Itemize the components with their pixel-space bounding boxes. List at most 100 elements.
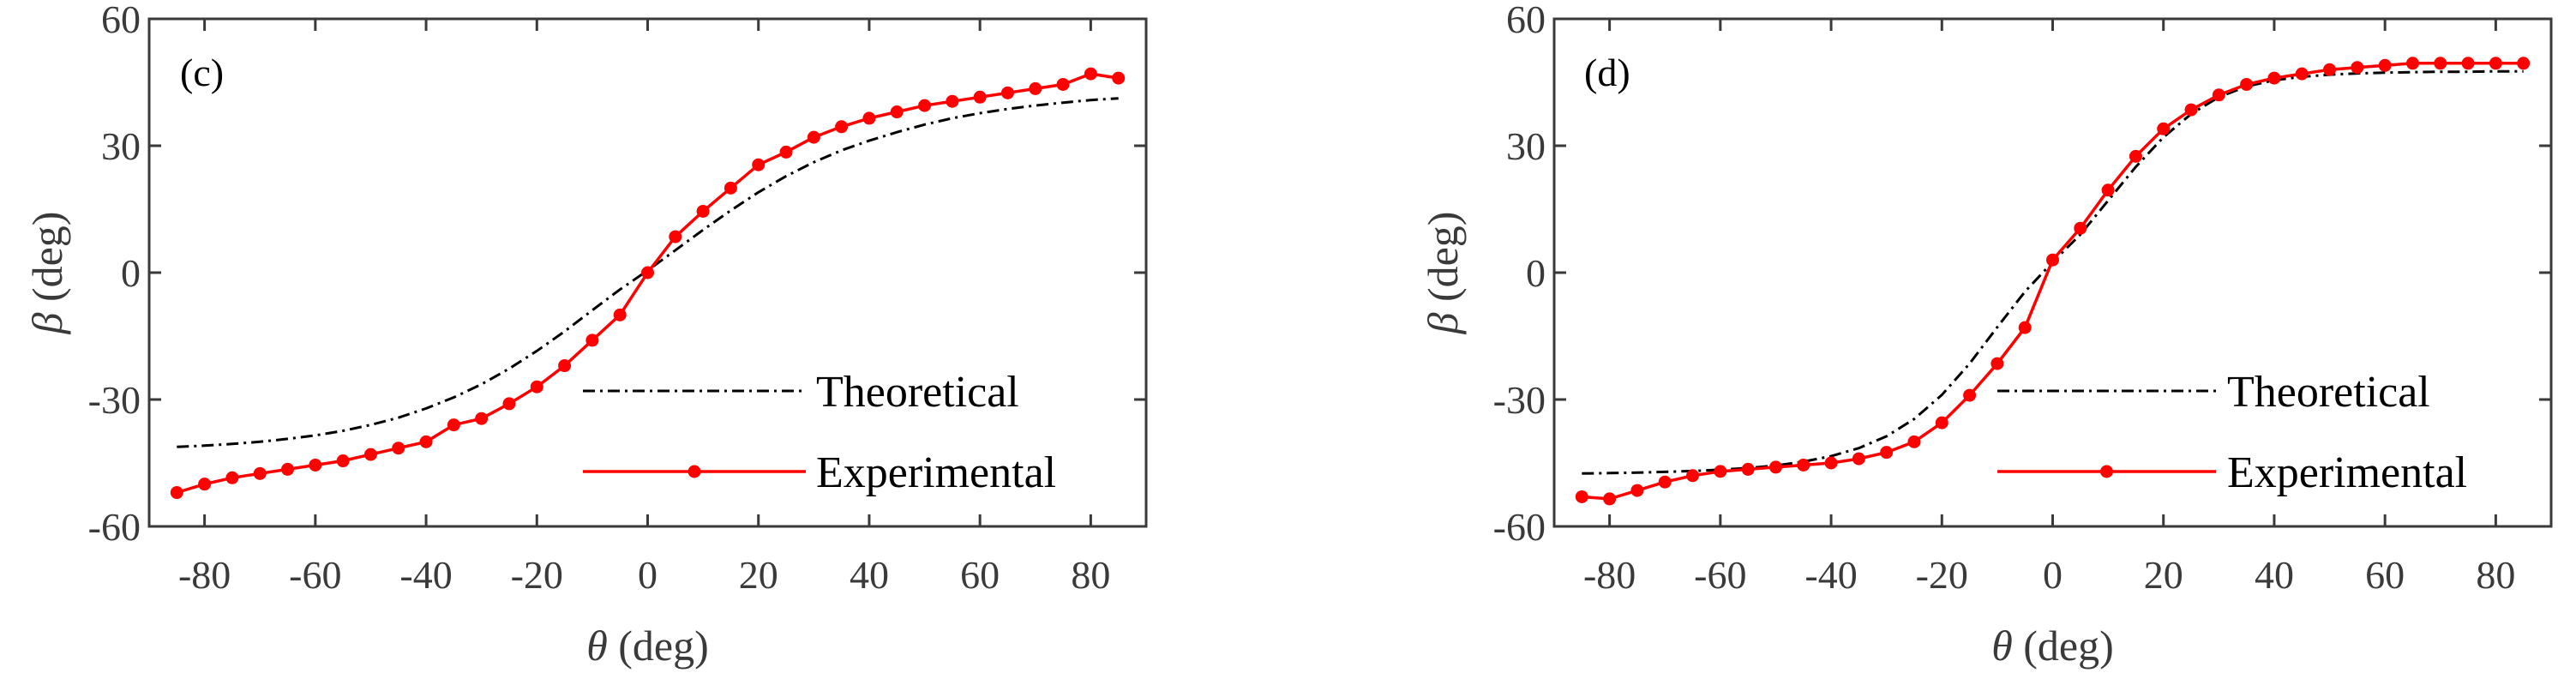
data-point [2018,321,2032,334]
data-point [1056,77,1070,91]
data-point [1797,458,1810,472]
data-point [225,471,239,484]
x-axis-label: θ (deg) [586,622,709,670]
data-point [918,99,932,112]
data-point [1000,86,1014,99]
x-tick-label: 60 [2365,553,2405,597]
data-point [1029,81,1042,95]
data-point [2267,71,2281,85]
y-tick-label: -30 [88,378,141,422]
data-point [2240,77,2254,91]
data-point [2046,253,2059,267]
data-point [2184,103,2198,117]
data-point [2074,221,2087,235]
y-axis-unit: (deg) [1419,212,1467,313]
data-point [946,94,959,108]
data-point [363,448,377,461]
data-point [558,359,572,373]
panel-label: (d) [1584,51,1630,94]
data-point [696,204,710,218]
data-point [862,111,876,125]
data-point [807,130,820,144]
x-tick-label: -20 [511,553,563,597]
legend-label-theoretical: Theoretical [2227,368,2430,417]
x-tick-label: -60 [1694,553,1746,597]
data-point [281,462,295,476]
data-point [447,418,460,432]
legend: Theoretical Experimental [583,368,1056,497]
data-point [1824,456,1838,470]
y-tick-label: 30 [101,124,141,168]
data-point [2461,57,2475,70]
series-experimental [1575,57,2531,506]
data-point [2351,61,2364,75]
y-tick-label: 60 [1506,0,1546,41]
y-tick-label: -60 [1493,505,1546,549]
data-point [1630,484,1644,497]
y-tick-label: 0 [121,251,141,295]
x-tick-label: -20 [1916,553,1968,597]
data-point [835,120,849,134]
data-point [2434,57,2447,70]
data-point [1575,490,1588,503]
data-point [2323,63,2337,76]
x-tick-label: 80 [1071,553,1110,597]
series-line-experimental [176,72,1119,495]
data-point [1768,460,1782,474]
y-tick-label: -60 [88,505,141,549]
data-point [1907,435,1921,448]
x-axis-unit: (deg) [2013,622,2114,670]
data-point [1880,446,1894,460]
data-point [724,181,737,195]
data-point [170,486,183,500]
data-point [2405,57,2419,70]
data-point [641,266,654,279]
x-tick-label: 80 [2476,553,2515,597]
x-tick-label: 20 [2144,553,2183,597]
x-axis-label: θ (deg) [1991,622,2114,670]
data-point [669,230,682,243]
data-point [1714,465,1727,478]
x-axis-symbol: θ [586,622,608,670]
y-axis-label: β (deg) [1419,212,1467,335]
x-axis-unit: (deg) [608,622,709,670]
x-axis-symbol: θ [1991,622,2013,670]
y-tick-label: 0 [1526,251,1546,295]
data-point [502,397,516,411]
x-tick-label: -80 [178,553,231,597]
chart-panel-c: -80 -60 -40 -20 0 20 40 60 80 60 30 0 -30 -60 (c) θ (de… [23,0,1148,670]
data-point [2295,67,2309,81]
chart-panel-d: -80 -60 -40 -20 0 20 40 60 80 60 30 0 -30 -60 (d) θ (de… [1419,0,2553,670]
data-point [585,333,599,347]
data-point [1658,475,1672,489]
data-point [2212,88,2225,102]
legend-label-theoretical: Theoretical [816,368,1019,417]
data-point [779,145,793,159]
x-tick-label: -60 [289,553,341,597]
legend-marker-experimental [688,465,701,478]
legend-label-experimental: Experimental [816,448,1056,497]
data-point [1112,71,1126,85]
data-point [419,435,433,448]
data-point [475,412,489,425]
data-point [2378,58,2392,72]
x-tick-label: 0 [2043,553,2063,597]
x-tick-label: 40 [2255,553,2294,597]
x-tick-label: 0 [638,553,658,597]
data-point [336,454,350,468]
x-tick-label: -40 [399,553,452,597]
data-point [973,90,987,104]
panel-label: (c) [180,51,224,94]
data-point [1686,469,1700,483]
legend: Theoretical Experimental [1997,368,2467,497]
data-point [2157,122,2171,135]
data-point [1084,67,1097,81]
data-point [2517,57,2531,70]
data-point [2129,149,2142,163]
data-point [309,458,322,472]
x-tick-label: -40 [1804,553,1857,597]
series-line-experimental [1582,62,2524,501]
data-point [2101,183,2115,197]
y-axis-label: β (deg) [23,212,71,335]
